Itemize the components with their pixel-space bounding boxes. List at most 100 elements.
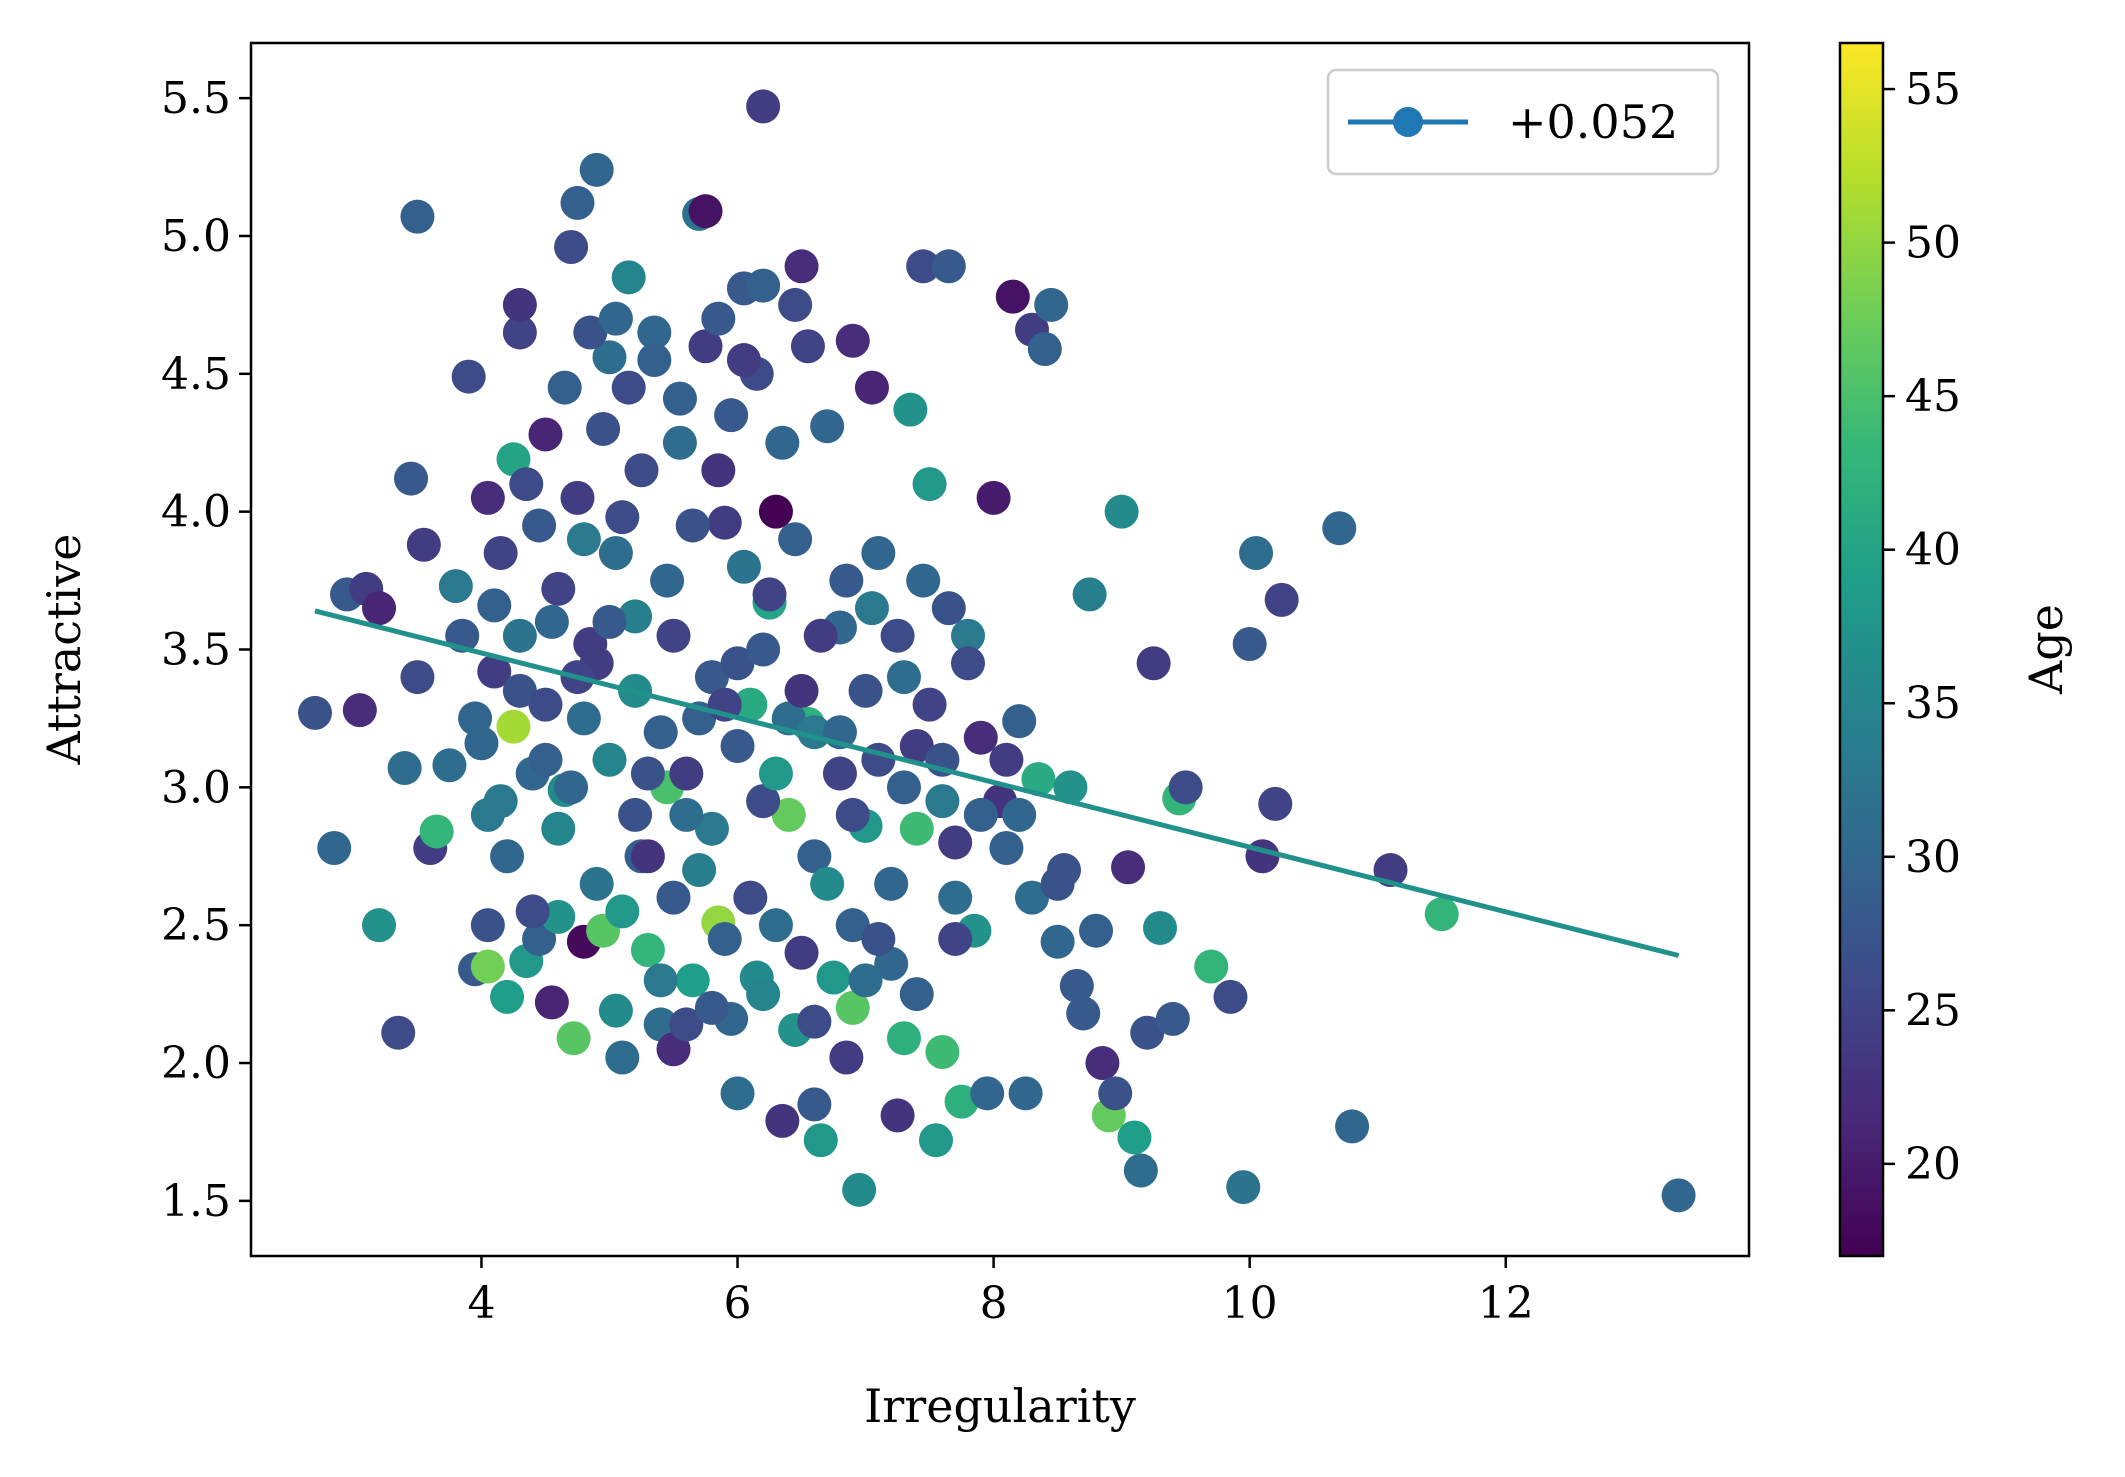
scatter-point: [618, 599, 653, 634]
scatter-point: [1059, 968, 1094, 1003]
scatter-point: [643, 963, 678, 998]
scatter-point: [797, 839, 832, 874]
legend-marker: [1393, 107, 1423, 137]
scatter-point: [829, 563, 864, 598]
scatter-point: [720, 1076, 755, 1111]
x-axis-title: Irregularity: [864, 1379, 1136, 1433]
scatter-point: [470, 908, 505, 943]
scatter-point: [886, 770, 921, 805]
scatter-point: [630, 839, 665, 874]
scatter-point: [1085, 1046, 1120, 1081]
scatter-point: [989, 742, 1024, 777]
x-tick-label: 8: [980, 1278, 1008, 1329]
scatter-point: [1239, 536, 1274, 571]
colorbar-tick-label: 40: [1905, 525, 1961, 576]
scatter-point: [611, 260, 646, 295]
scatter-point: [726, 343, 761, 378]
scatter-point: [861, 921, 896, 956]
scatter-point: [534, 604, 569, 639]
scatter-point: [554, 770, 589, 805]
scatter-point: [746, 89, 781, 124]
scatter-point: [989, 830, 1024, 865]
scatter-point: [701, 301, 736, 336]
scatter-point: [963, 797, 998, 832]
scatter-point: [694, 811, 729, 846]
scatter-point: [400, 199, 435, 234]
scatter-point: [586, 411, 621, 446]
scatter-point: [637, 315, 672, 350]
scatter-point: [1079, 913, 1114, 948]
scatter-point: [899, 811, 934, 846]
scatter-point: [746, 784, 781, 819]
scatter-point: [854, 591, 889, 626]
scatter-point: [1226, 1170, 1261, 1205]
scatter-point: [362, 908, 397, 943]
y-tick-label: 3.5: [161, 625, 231, 676]
scatter-point: [816, 960, 851, 995]
scatter-point: [547, 370, 582, 405]
scatter-point: [1130, 1015, 1165, 1050]
scatter-point: [470, 949, 505, 984]
x-axis: 4 6 8 10 12: [467, 1256, 1534, 1329]
scatter-point: [592, 340, 627, 375]
scatter-point: [746, 268, 781, 303]
scatter-point: [1213, 979, 1248, 1014]
scatter-point: [554, 230, 589, 265]
x-tick-label: 4: [467, 1278, 495, 1329]
legend-box: [1326, 68, 1720, 176]
scatter-point: [1258, 786, 1293, 821]
scatter-point: [605, 1040, 640, 1075]
scatter-point: [701, 453, 736, 488]
scatter-point: [342, 693, 377, 728]
scatter-point: [1264, 582, 1299, 617]
scatter-point: [899, 977, 934, 1012]
colorbar-tick-label: 20: [1905, 1139, 1961, 1190]
scatter-point: [688, 194, 723, 229]
scatter-point: [1168, 770, 1203, 805]
colorbar-gradient: [1838, 41, 1885, 1258]
scatter-point: [522, 508, 557, 543]
scatter-point: [925, 784, 960, 819]
scatter-point: [874, 866, 909, 901]
scatter-point: [938, 921, 973, 956]
scatter-point: [912, 467, 947, 502]
scatter-point: [1008, 1076, 1043, 1111]
y-tick-label: 4.0: [161, 487, 231, 538]
scatter-point: [950, 618, 985, 653]
scatter-point: [714, 398, 749, 433]
y-tick-label: 2.5: [161, 900, 231, 951]
scatter-point: [938, 880, 973, 915]
scatter-point: [675, 963, 710, 998]
scatter-point: [835, 990, 870, 1025]
scatter-point: [925, 1034, 960, 1069]
scatter-point: [400, 660, 435, 695]
x-tick-label: 10: [1222, 1278, 1278, 1329]
scatter-point: [1002, 797, 1037, 832]
scatter-point: [1111, 850, 1146, 885]
scatter-point: [394, 461, 429, 496]
scatter-point: [938, 825, 973, 860]
scatter-point: [733, 687, 768, 722]
scatter-point: [854, 370, 889, 405]
colorbar-tick-label: 35: [1905, 678, 1961, 729]
scatter-point: [835, 797, 870, 832]
scatter-point: [605, 500, 640, 535]
scatter-point: [886, 1021, 921, 1056]
scatter-point: [1136, 646, 1171, 681]
scatter-point: [483, 536, 518, 571]
scatter-point: [624, 453, 659, 488]
scatter-point: [707, 921, 742, 956]
scatter-point: [835, 908, 870, 943]
scatter-point: [419, 814, 454, 849]
y-axis-title: Attractive: [37, 534, 91, 766]
scatter-point: [477, 654, 512, 689]
scatter-point: [1034, 287, 1069, 322]
y-axis: 1.5 2.0 2.5 3.0 3.5 4.0 4.5 5.0 5.5: [161, 73, 251, 1227]
scatter-point: [1053, 770, 1088, 805]
scatter-point: [931, 249, 966, 284]
scatter-point: [1098, 1076, 1133, 1111]
scatter-point: [842, 1172, 877, 1207]
scatter-point: [451, 359, 486, 394]
scatter-point: [829, 1040, 864, 1075]
